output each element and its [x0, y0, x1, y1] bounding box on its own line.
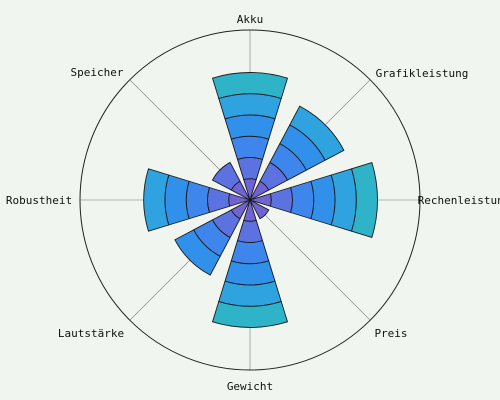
outer-ring: [79, 29, 421, 371]
bar-segment: [211, 300, 289, 328]
axis-label: Gewicht: [227, 380, 273, 393]
spoke-line: [249, 199, 371, 321]
bar-segment: [207, 186, 231, 214]
bar-segment: [310, 174, 336, 226]
bar-segment: [224, 114, 276, 140]
bar-segment: [248, 198, 270, 220]
axis-label: Speicher: [71, 66, 124, 79]
axis-label: Akku: [237, 13, 264, 26]
bar-segment: [211, 161, 241, 191]
bar-segment: [289, 105, 345, 161]
bar-segment: [236, 157, 264, 181]
bar-segment: [164, 174, 190, 226]
bar-segment: [185, 180, 210, 220]
axis-label: Grafikleistung: [376, 67, 469, 80]
bar-segment: [174, 229, 221, 276]
bar-segment: [230, 135, 270, 160]
axis-label: Robustheit: [6, 194, 72, 207]
bar-segment: [350, 161, 378, 239]
axis-label: Preis: [374, 327, 407, 340]
bar-segment: [290, 180, 315, 220]
bar-segment: [230, 240, 270, 265]
bar-segment: [224, 260, 276, 286]
bars: [143, 72, 378, 328]
bar-segment: [143, 168, 170, 232]
bar-segment: [218, 280, 282, 307]
bar-segment: [269, 186, 293, 214]
bar-segment: [236, 219, 264, 243]
bar-segment: [330, 168, 357, 232]
bar-segment: [211, 72, 289, 100]
bar-segment: [218, 93, 282, 120]
axis-label: Lautstärke: [58, 327, 124, 340]
axis-label: Rechenleistung: [418, 194, 500, 207]
axis-labels: Akku Grafikleistung Rechenleistung Preis Gew…: [6, 13, 500, 393]
